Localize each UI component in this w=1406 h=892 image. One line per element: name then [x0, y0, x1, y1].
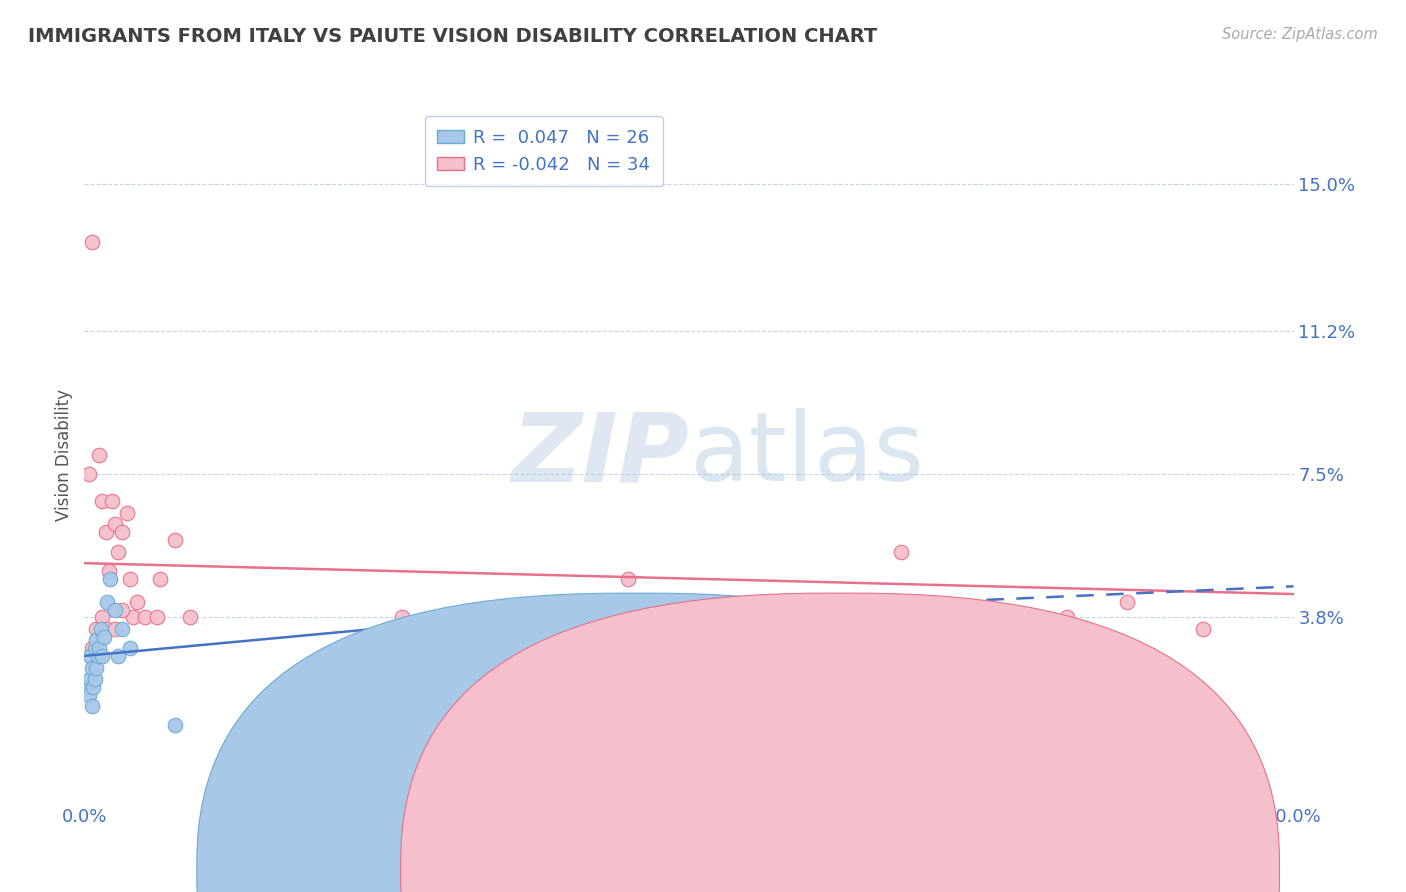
Point: [89, 641, 111, 656]
Point: [82, 680, 104, 694]
Point: [86, 660, 108, 674]
Point: [84, 641, 107, 656]
Point: [93, 630, 115, 644]
Point: [617, 572, 640, 586]
Point: [84, 672, 107, 686]
Point: [146, 610, 169, 624]
Point: [91, 610, 114, 624]
Text: atlas: atlas: [689, 409, 924, 501]
Point: [111, 602, 134, 616]
Point: [134, 610, 156, 624]
Point: [375, 718, 398, 732]
Point: [647, 648, 671, 663]
Text: Immigrants from Italy: Immigrants from Italy: [675, 861, 870, 879]
Point: [80, 235, 103, 250]
Point: [90, 622, 112, 636]
Point: [91, 494, 114, 508]
Point: [96, 595, 118, 609]
Point: [96, 622, 118, 636]
Point: [980, 610, 1002, 624]
Point: [299, 688, 322, 702]
Point: [107, 648, 129, 663]
Point: [94, 525, 117, 540]
Point: [79, 648, 101, 663]
Point: [89, 448, 111, 462]
Point: [76, 680, 98, 694]
Legend: R =  0.047   N = 26, R = -0.042   N = 34: R = 0.047 N = 26, R = -0.042 N = 34: [425, 116, 664, 186]
Point: [111, 622, 134, 636]
Text: Paiute: Paiute: [872, 861, 928, 879]
Point: [1116, 595, 1139, 609]
Point: [163, 533, 186, 547]
Point: [115, 506, 138, 520]
Point: [77, 467, 100, 482]
Point: [121, 610, 143, 624]
Point: [1191, 622, 1213, 636]
Point: [79, 672, 101, 686]
Text: ZIP: ZIP: [510, 409, 689, 501]
Point: [77, 688, 100, 702]
Point: [890, 544, 912, 558]
Point: [111, 525, 134, 540]
Point: [1056, 610, 1078, 624]
Point: [107, 544, 129, 558]
Y-axis label: Vision Disability: Vision Disability: [55, 389, 73, 521]
Text: IMMIGRANTS FROM ITALY VS PAIUTE VISION DISABILITY CORRELATION CHART: IMMIGRANTS FROM ITALY VS PAIUTE VISION D…: [28, 27, 877, 45]
Point: [100, 494, 122, 508]
Point: [80, 699, 103, 714]
Point: [118, 572, 141, 586]
Point: [98, 572, 121, 586]
Point: [97, 564, 120, 578]
Point: [179, 610, 201, 624]
Point: [86, 622, 108, 636]
Point: [163, 718, 186, 732]
Point: [391, 610, 413, 624]
Point: [104, 622, 127, 636]
Point: [254, 699, 277, 714]
Text: Source: ZipAtlas.com: Source: ZipAtlas.com: [1222, 27, 1378, 42]
Point: [104, 517, 127, 532]
Point: [86, 633, 108, 648]
Point: [127, 595, 149, 609]
Point: [87, 648, 110, 663]
Point: [80, 660, 103, 674]
Point: [91, 648, 114, 663]
Point: [149, 572, 172, 586]
Point: [104, 602, 127, 616]
Point: [859, 633, 882, 648]
Point: [118, 641, 141, 656]
Point: [80, 641, 103, 656]
